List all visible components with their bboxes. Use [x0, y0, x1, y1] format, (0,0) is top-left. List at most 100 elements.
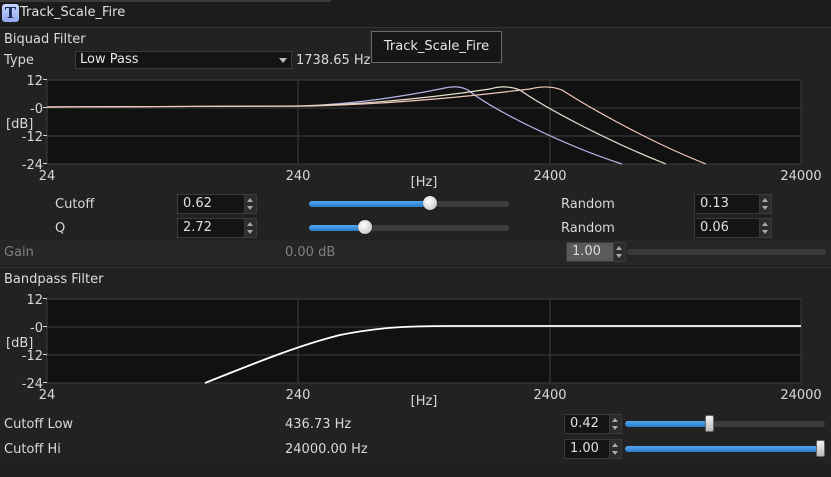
- arrow-up-icon[interactable]: [247, 198, 253, 202]
- app-t-icon: T: [2, 4, 19, 22]
- biquad-plot-svg: 12 -0 -12 -24 [dB] 24 240 2400 24000 [Hz…: [0, 70, 831, 195]
- biquad-x-unit: [Hz]: [411, 175, 438, 190]
- bandpass-x-unit: [Hz]: [411, 394, 438, 409]
- gain-readout: 0.00 dB: [285, 245, 336, 260]
- cutoff-hi-value: 1.00: [570, 441, 599, 456]
- cutoff-low-label: Cutoff Low: [4, 417, 74, 432]
- bandpass-ytick-minus24: -24: [22, 377, 43, 392]
- frequency-readout: 1738.65 Hz: [296, 53, 371, 68]
- arrow-up-icon[interactable]: [612, 443, 618, 447]
- bandpass-plot-svg: 12 -0 -12 -24 [dB] 24 240 2400 24000 [Hz…: [0, 289, 831, 414]
- bandpass-filter-header: Bandpass Filter: [4, 272, 104, 287]
- biquad-xtick-240: 240: [286, 169, 311, 184]
- filter-type-dropdown[interactable]: Low Pass: [75, 51, 292, 69]
- arrow-up-icon[interactable]: [247, 222, 253, 226]
- biquad-ytick-marks: [43, 79, 47, 164]
- bandpass-ytick-12: 12: [26, 293, 43, 308]
- arrow-up-icon[interactable]: [762, 222, 768, 226]
- cutoff-hi-spinbox[interactable]: 1.00: [564, 439, 622, 459]
- cutoff-value: 0.62: [183, 196, 212, 211]
- bandpass-xtick-24: 24: [39, 388, 56, 403]
- cutoff-hi-slider-knob[interactable]: [816, 440, 825, 457]
- arrow-up-icon[interactable]: [616, 246, 622, 250]
- cutoff-label: Cutoff: [55, 197, 95, 212]
- q-spinbox[interactable]: 2.72: [177, 218, 257, 238]
- filter-type-value: Low Pass: [80, 52, 139, 67]
- bandpass-ytick-marks: [43, 298, 47, 383]
- bandpass-y-unit: [dB]: [6, 336, 33, 351]
- biquad-curve-min: [46, 86, 623, 165]
- biquad-curve-max: [46, 86, 707, 165]
- biquad-curve-center: [46, 86, 667, 165]
- arrow-down-icon[interactable]: [612, 426, 618, 430]
- arrow-down-icon[interactable]: [762, 206, 768, 210]
- biquad-ytick-0: -0: [30, 102, 43, 117]
- arrow-down-icon[interactable]: [247, 230, 253, 234]
- biquad-ytick-minus12: -12: [22, 130, 43, 145]
- q-random-label: Random: [561, 221, 615, 236]
- chevron-down-icon: [279, 58, 287, 63]
- cutoff-hi-label: Cutoff Hi: [4, 442, 61, 457]
- cutoff-hi-readout: 24000.00 Hz: [285, 442, 368, 457]
- cutoff-low-value: 0.42: [570, 416, 599, 431]
- title-bar: T Track_Scale_Fire: [0, 0, 831, 26]
- window-title: Track_Scale_Fire: [20, 5, 126, 20]
- q-label: Q: [55, 221, 66, 236]
- bandpass-ytick-minus12: -12: [22, 349, 43, 364]
- tooltip: Track_Scale_Fire: [371, 31, 502, 63]
- gain-spinbox[interactable]: 1.00: [566, 242, 626, 262]
- gain-value: 1.00: [572, 244, 601, 259]
- biquad-ytick-minus24: -24: [22, 158, 43, 173]
- biquad-filter-header: Biquad Filter: [4, 32, 86, 47]
- biquad-grid: [47, 80, 801, 164]
- title-bar-highlight: [0, 0, 331, 2]
- gain-label: Gain: [4, 245, 34, 260]
- cutoff-random-spinbox[interactable]: 0.13: [694, 194, 772, 214]
- arrow-down-icon[interactable]: [762, 230, 768, 234]
- cutoff-random-stepper[interactable]: [759, 195, 771, 213]
- q-slider[interactable]: [309, 220, 509, 234]
- cutoff-low-readout: 436.73 Hz: [285, 417, 352, 432]
- bandpass-xtick-2400: 2400: [533, 388, 566, 403]
- biquad-ytick-12: 12: [26, 74, 43, 89]
- gain-stepper[interactable]: [613, 243, 625, 261]
- bandpass-ytick-0: -0: [30, 321, 43, 336]
- biquad-y-unit: [dB]: [6, 117, 33, 132]
- cutoff-spinbox[interactable]: 0.62: [177, 194, 257, 214]
- bandpass-response-plot: 12 -0 -12 -24 [dB] 24 240 2400 24000 [Hz…: [0, 289, 831, 414]
- cutoff-low-stepper[interactable]: [609, 415, 621, 433]
- q-random-spinbox[interactable]: 0.06: [694, 218, 772, 238]
- arrow-down-icon[interactable]: [247, 206, 253, 210]
- cutoff-random-value: 0.13: [700, 196, 729, 211]
- arrow-up-icon[interactable]: [612, 418, 618, 422]
- cutoff-low-spinbox[interactable]: 0.42: [564, 414, 622, 434]
- q-slider-fill: [309, 225, 365, 231]
- biquad-xtick-24000: 24000: [780, 169, 821, 184]
- cutoff-slider-knob[interactable]: [423, 196, 437, 210]
- arrow-up-icon[interactable]: [762, 198, 768, 202]
- bandpass-curve: [204, 325, 801, 384]
- arrow-down-icon[interactable]: [612, 451, 618, 455]
- cutoff-low-slider[interactable]: [625, 415, 825, 432]
- q-slider-knob[interactable]: [358, 220, 372, 234]
- q-random-value: 0.06: [700, 220, 729, 235]
- cutoff-hi-slider-fill: [625, 446, 820, 452]
- q-stepper[interactable]: [244, 219, 256, 237]
- arrow-down-icon[interactable]: [616, 254, 622, 258]
- cutoff-low-slider-knob[interactable]: [705, 415, 714, 432]
- gain-slider[interactable]: [627, 249, 826, 255]
- q-random-stepper[interactable]: [759, 219, 771, 237]
- cutoff-stepper[interactable]: [244, 195, 256, 213]
- biquad-response-plot: 12 -0 -12 -24 [dB] 24 240 2400 24000 [Hz…: [0, 70, 831, 195]
- biquad-plot-area: [46, 79, 802, 165]
- biquad-xtick-2400: 2400: [533, 169, 566, 184]
- cutoff-slider[interactable]: [309, 196, 509, 210]
- cutoff-slider-fill: [309, 201, 430, 207]
- bandpass-xtick-24000: 24000: [780, 388, 821, 403]
- bandpass-xtick-240: 240: [286, 388, 311, 403]
- cutoff-hi-stepper[interactable]: [609, 440, 621, 458]
- bandpass-plot-area: [46, 298, 802, 384]
- cutoff-hi-slider[interactable]: [625, 440, 825, 457]
- type-label: Type: [4, 53, 34, 68]
- cutoff-random-label: Random: [561, 197, 615, 212]
